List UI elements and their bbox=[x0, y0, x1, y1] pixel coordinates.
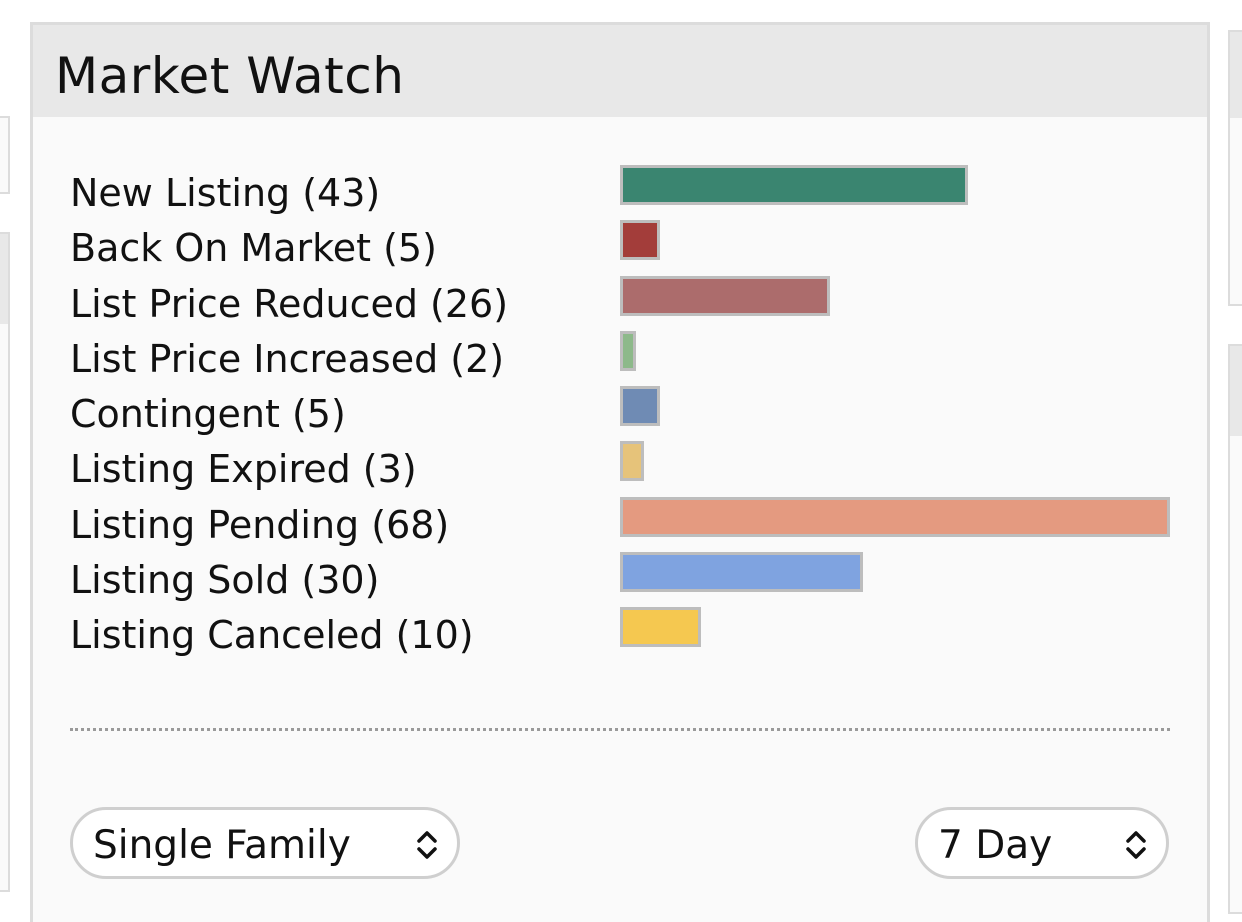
stat-bar bbox=[620, 496, 1170, 537]
stat-label: List Price Reduced (26) bbox=[70, 281, 509, 326]
stat-bar bbox=[620, 165, 968, 205]
stat-label: Listing Sold (30) bbox=[70, 558, 380, 603]
property-type-value: Single Family bbox=[93, 823, 351, 868]
property-type-select[interactable]: Single Family bbox=[70, 807, 460, 879]
stat-bar bbox=[620, 275, 830, 316]
stat-bar bbox=[620, 552, 863, 593]
dotted-divider bbox=[70, 728, 1170, 731]
stat-label: Listing Expired (3) bbox=[70, 447, 417, 492]
stat-row: Listing Sold (30) bbox=[70, 552, 1170, 607]
adjacent-panel-right-bottom bbox=[1228, 344, 1242, 914]
adjacent-panel-right-top bbox=[1228, 30, 1242, 306]
period-select[interactable]: 7 Day bbox=[915, 807, 1169, 879]
adjacent-panel-left-top bbox=[0, 116, 10, 194]
stat-bar bbox=[620, 330, 636, 371]
chevron-up-down-icon bbox=[417, 831, 437, 859]
stat-label: Back On Market (5) bbox=[70, 226, 437, 271]
adjacent-panel-left-bottom bbox=[0, 232, 10, 892]
panel-header: Market Watch bbox=[33, 25, 1207, 117]
period-value: 7 Day bbox=[938, 823, 1053, 868]
stat-row: New Listing (43) bbox=[70, 165, 1170, 220]
market-watch-panel: Market Watch New Listing (43) Back On Mar… bbox=[30, 22, 1210, 922]
stat-row: Listing Pending (68) bbox=[70, 496, 1170, 552]
stat-bar bbox=[620, 220, 660, 261]
stat-row: List Price Increased (2) bbox=[70, 330, 1170, 386]
panel-title: Market Watch bbox=[55, 47, 405, 105]
chevron-up-down-icon bbox=[1126, 831, 1146, 859]
stat-label: List Price Increased (2) bbox=[70, 336, 505, 381]
stat-bar bbox=[620, 386, 660, 427]
stat-label: Listing Canceled (10) bbox=[70, 613, 474, 658]
stat-bar bbox=[620, 441, 644, 482]
stat-row: Listing Canceled (10) bbox=[70, 607, 1170, 662]
stat-label: New Listing (43) bbox=[70, 171, 381, 215]
stat-label: Contingent (5) bbox=[70, 392, 346, 437]
stat-row: Back On Market (5) bbox=[70, 220, 1170, 275]
stat-row: Contingent (5) bbox=[70, 386, 1170, 441]
stat-row: List Price Reduced (26) bbox=[70, 275, 1170, 331]
stat-bar bbox=[620, 607, 701, 648]
stat-row: Listing Expired (3) bbox=[70, 441, 1170, 496]
market-stats-chart: New Listing (43) Back On Market (5) List P… bbox=[70, 165, 1170, 663]
stat-label: Listing Pending (68) bbox=[70, 502, 450, 547]
